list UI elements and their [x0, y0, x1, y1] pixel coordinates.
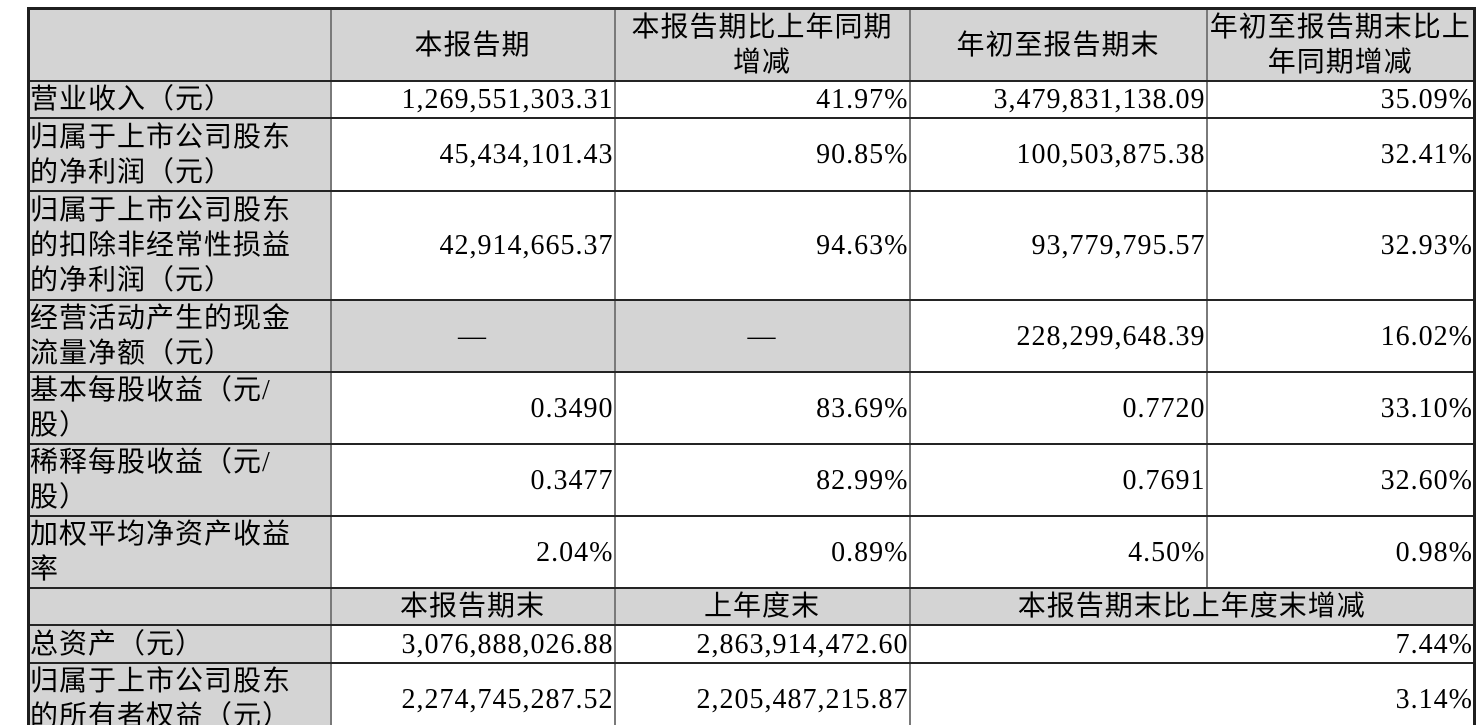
- value-cell: 0.7691: [908, 443, 1208, 517]
- row-label-owners-equity: 归属于上市公司股东 的所有者权益（元）: [27, 662, 332, 725]
- table-row-weighted-avg-roe: 加权平均净资产收益 率 2.04% 0.89% 4.50% 0.98%: [27, 515, 1476, 589]
- value-cell: 32.93%: [1205, 190, 1476, 301]
- value-cell: 2.04%: [329, 515, 616, 589]
- value-cell: 41.97%: [613, 80, 911, 119]
- table-row-net-profit-excl-nonrecurring: 归属于上市公司股东 的扣除非经常性损益 的净利润（元） 42,914,665.3…: [27, 190, 1476, 301]
- subheader-cell-change: 本报告期末比上年度末增减: [908, 587, 1476, 626]
- value-cell: 90.85%: [613, 117, 911, 192]
- row-label-revenue: 营业收入（元）: [27, 80, 332, 119]
- subheader-cell-prior-year-end: 上年度末: [613, 587, 911, 626]
- value-cell: 228,299,648.39: [908, 299, 1208, 373]
- header-cell-ytd-yoy: 年初至报告期末比上 年同期增减: [1205, 7, 1476, 82]
- value-cell: 3.14%: [908, 662, 1476, 725]
- value-cell: 0.89%: [613, 515, 911, 589]
- value-cell: 7.44%: [908, 624, 1476, 664]
- value-cell: 0.3477: [329, 443, 616, 517]
- table-row-total-assets: 总资产（元） 3,076,888,026.88 2,863,914,472.60…: [27, 624, 1476, 664]
- subheader-cell-empty: [27, 587, 332, 626]
- value-cell: 4.50%: [908, 515, 1208, 589]
- value-cell-dash: —: [329, 299, 616, 373]
- header-cell-ytd: 年初至报告期末: [908, 7, 1208, 82]
- value-cell: 94.63%: [613, 190, 911, 301]
- financial-summary-table: 本报告期 本报告期比上年同期 增减 年初至报告期末 年初至报告期末比上 年同期增…: [27, 7, 1476, 725]
- row-label-net-profit: 归属于上市公司股东 的净利润（元）: [27, 117, 332, 192]
- table-row-operating-cash-flow: 经营活动产生的现金 流量净额（元） — — 228,299,648.39 16.…: [27, 299, 1476, 373]
- table-row-basic-eps: 基本每股收益（元/ 股） 0.3490 83.69% 0.7720 33.10%: [27, 371, 1476, 445]
- header-cell-current-period-yoy: 本报告期比上年同期 增减: [613, 7, 911, 82]
- value-cell: 33.10%: [1205, 371, 1476, 445]
- subheader-row: 本报告期末 上年度末 本报告期末比上年度末增减: [27, 587, 1476, 626]
- value-cell: 32.41%: [1205, 117, 1476, 192]
- row-label-net-profit-excl: 归属于上市公司股东 的扣除非经常性损益 的净利润（元）: [27, 190, 332, 301]
- value-cell: 93,779,795.57: [908, 190, 1208, 301]
- header-row: 本报告期 本报告期比上年同期 增减 年初至报告期末 年初至报告期末比上 年同期增…: [27, 7, 1476, 82]
- table-row-diluted-eps: 稀释每股收益（元/ 股） 0.3477 82.99% 0.7691 32.60%: [27, 443, 1476, 517]
- value-cell: 16.02%: [1205, 299, 1476, 373]
- value-cell: 0.98%: [1205, 515, 1476, 589]
- header-cell-current-period: 本报告期: [329, 7, 616, 82]
- table-row-owners-equity: 归属于上市公司股东 的所有者权益（元） 2,274,745,287.52 2,2…: [27, 662, 1476, 725]
- value-cell: 35.09%: [1205, 80, 1476, 119]
- row-label-diluted-eps: 稀释每股收益（元/ 股）: [27, 443, 332, 517]
- row-label-total-assets: 总资产（元）: [27, 624, 332, 664]
- value-cell: 3,479,831,138.09: [908, 80, 1208, 119]
- table-row-revenue: 营业收入（元） 1,269,551,303.31 41.97% 3,479,83…: [27, 80, 1476, 119]
- value-cell: 100,503,875.38: [908, 117, 1208, 192]
- value-cell: 1,269,551,303.31: [329, 80, 616, 119]
- value-cell: 32.60%: [1205, 443, 1476, 517]
- row-label-cash-flow: 经营活动产生的现金 流量净额（元）: [27, 299, 332, 373]
- value-cell: 2,274,745,287.52: [329, 662, 616, 725]
- table-row-net-profit: 归属于上市公司股东 的净利润（元） 45,434,101.43 90.85% 1…: [27, 117, 1476, 192]
- value-cell: 2,863,914,472.60: [613, 624, 911, 664]
- row-label-basic-eps: 基本每股收益（元/ 股）: [27, 371, 332, 445]
- row-label-roe: 加权平均净资产收益 率: [27, 515, 332, 589]
- subheader-cell-period-end: 本报告期末: [329, 587, 616, 626]
- value-cell: 42,914,665.37: [329, 190, 616, 301]
- value-cell: 83.69%: [613, 371, 911, 445]
- value-cell: 2,205,487,215.87: [613, 662, 911, 725]
- value-cell: 45,434,101.43: [329, 117, 616, 192]
- value-cell: 3,076,888,026.88: [329, 624, 616, 664]
- value-cell: 0.7720: [908, 371, 1208, 445]
- value-cell: 0.3490: [329, 371, 616, 445]
- value-cell-dash: —: [613, 299, 911, 373]
- header-cell-empty: [27, 7, 332, 82]
- value-cell: 82.99%: [613, 443, 911, 517]
